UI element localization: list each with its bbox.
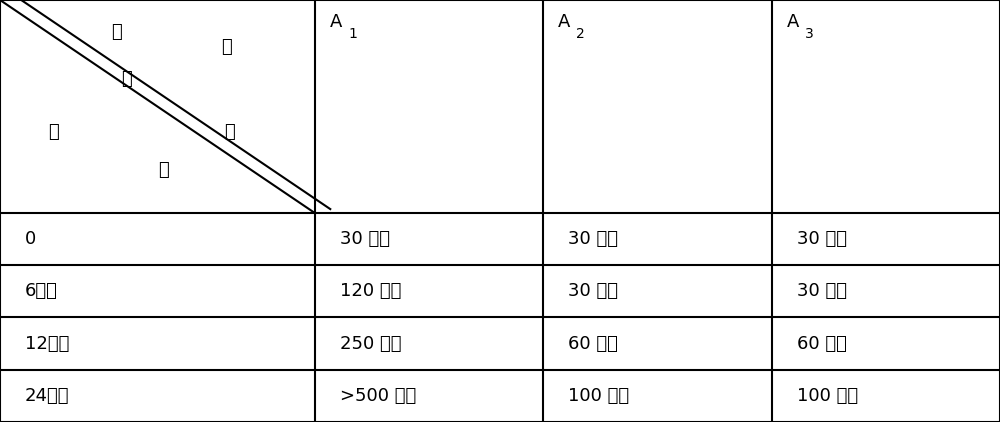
Text: 30 黑增: 30 黑增: [797, 282, 847, 300]
Text: 30 黑增: 30 黑增: [797, 230, 847, 248]
Text: 60 黑增: 60 黑增: [797, 335, 847, 352]
Text: 3: 3: [805, 27, 814, 41]
Text: 250 黑增: 250 黑增: [340, 335, 402, 352]
Text: 100 黑增: 100 黑增: [568, 387, 629, 405]
Text: A: A: [787, 13, 799, 31]
Text: 30 黑增: 30 黑增: [568, 282, 618, 300]
Text: 品: 品: [221, 38, 232, 56]
Text: 100 黑增: 100 黑增: [797, 387, 858, 405]
Text: 1: 1: [348, 27, 357, 41]
Text: A: A: [330, 13, 342, 31]
Text: 度: 度: [225, 123, 235, 141]
Text: 0: 0: [25, 230, 36, 248]
Text: 样: 样: [111, 23, 122, 41]
Text: 30 黑增: 30 黑增: [340, 230, 390, 248]
Text: 6个月: 6个月: [25, 282, 58, 300]
Text: 间: 间: [158, 162, 169, 179]
Text: 30 黑增: 30 黑增: [568, 230, 618, 248]
Text: 时: 时: [48, 123, 59, 141]
Text: >500 黑增: >500 黑增: [340, 387, 416, 405]
Text: 24个月: 24个月: [25, 387, 70, 405]
Text: 12个月: 12个月: [25, 335, 69, 352]
Text: 60 黑增: 60 黑增: [568, 335, 618, 352]
Text: 120 黑增: 120 黑增: [340, 282, 401, 300]
Text: A: A: [558, 13, 570, 31]
Text: 色: 色: [121, 70, 131, 88]
Text: 2: 2: [576, 27, 585, 41]
